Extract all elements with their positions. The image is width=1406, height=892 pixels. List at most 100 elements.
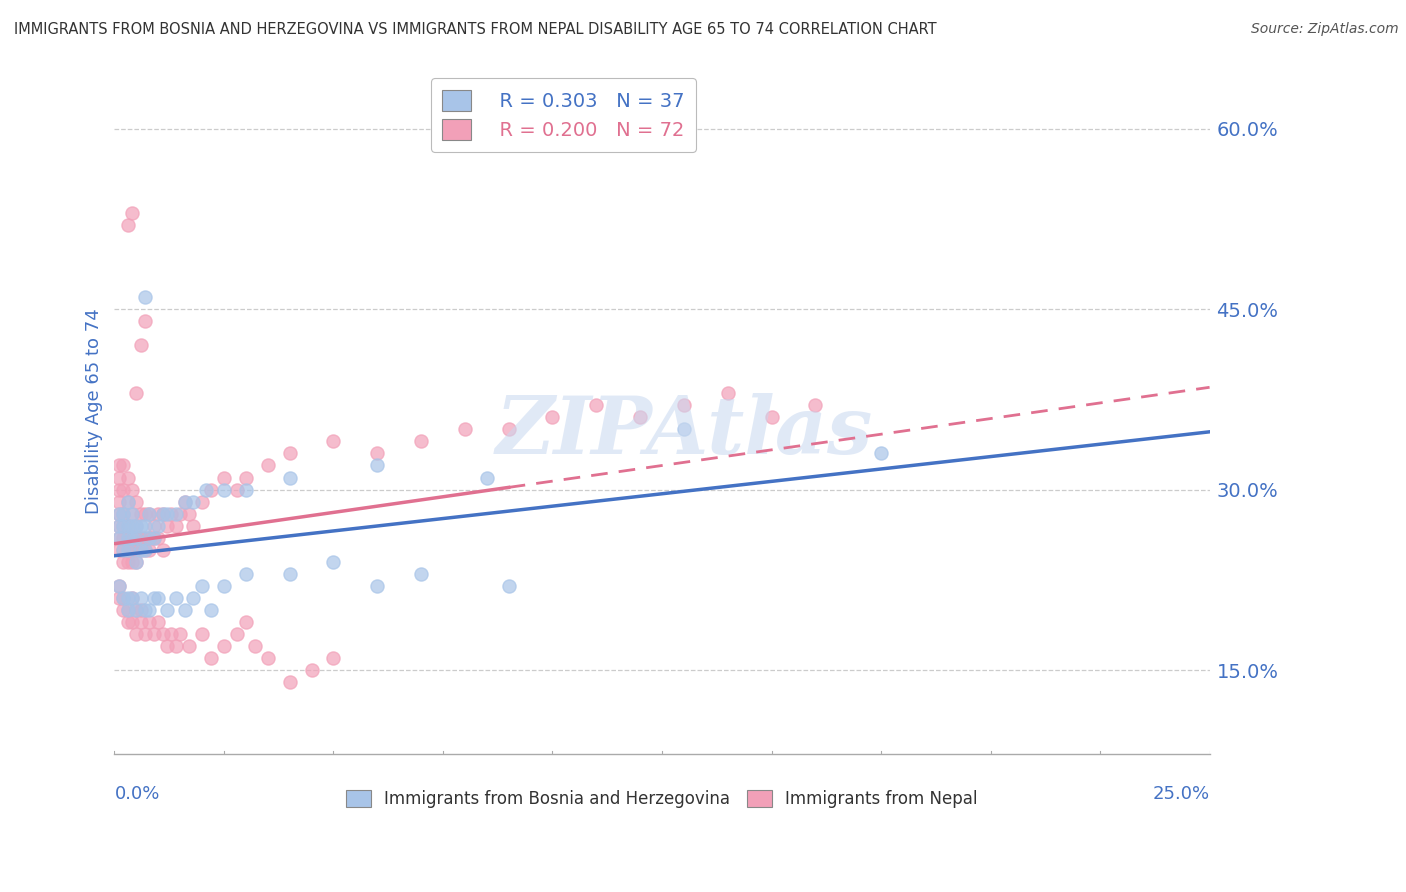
Point [125,531,148,545]
Point [156,507,179,521]
Point [134,507,156,521]
Point [134,627,156,641]
Point [112,458,135,473]
Point [475,470,498,484]
Point [107,542,129,557]
Y-axis label: Disability Age 65 to 74: Disability Age 65 to 74 [86,309,103,515]
Point [107,458,129,473]
Point [212,639,235,653]
Point [117,494,139,508]
Point [870,446,893,460]
Point [125,494,148,508]
Point [366,446,388,460]
Point [138,531,160,545]
Point [672,398,695,412]
Point [112,542,135,557]
Point [322,651,344,665]
Point [585,398,607,412]
Point [112,531,135,545]
Point [129,338,152,352]
Point [278,470,301,484]
Point [212,579,235,593]
Point [138,542,160,557]
Point [117,542,139,557]
Point [169,507,191,521]
Point [125,627,148,641]
Point [112,542,135,557]
Point [107,579,129,593]
Point [134,603,156,617]
Point [366,458,388,473]
Point [191,494,214,508]
Point [165,518,187,533]
Point [125,603,148,617]
Point [165,507,187,521]
Point [129,542,152,557]
Point [142,531,165,545]
Point [125,531,148,545]
Point [541,410,564,425]
Point [243,639,266,653]
Point [173,494,195,508]
Point [117,218,139,232]
Point [138,507,160,521]
Point [125,555,148,569]
Point [129,591,152,605]
Point [134,290,156,304]
Point [125,542,148,557]
Point [134,542,156,557]
Point [138,603,160,617]
Point [117,603,139,617]
Point [409,566,432,581]
Point [121,507,143,521]
Point [134,531,156,545]
Point [117,518,139,533]
Point [212,470,235,484]
Point [165,591,187,605]
Point [138,531,160,545]
Point [138,615,160,629]
Point [107,470,129,484]
Point [107,518,129,533]
Point [152,627,174,641]
Point [498,579,520,593]
Point [169,627,191,641]
Point [129,603,152,617]
Text: ZIPAtlas: ZIPAtlas [495,393,873,471]
Point [125,603,148,617]
Point [107,591,129,605]
Point [129,542,152,557]
Point [117,603,139,617]
Point [112,483,135,497]
Point [191,627,214,641]
Point [121,518,143,533]
Point [761,410,783,425]
Point [107,531,129,545]
Point [235,615,257,629]
Point [195,483,218,497]
Point [301,663,323,677]
Point [156,603,179,617]
Point [117,542,139,557]
Point [112,603,135,617]
Point [256,651,278,665]
Point [125,386,148,401]
Point [121,531,143,545]
Point [181,518,204,533]
Legend: Immigrants from Bosnia and Herzegovina, Immigrants from Nepal: Immigrants from Bosnia and Herzegovina, … [339,783,984,814]
Point [121,591,143,605]
Point [121,615,143,629]
Point [134,542,156,557]
Point [212,483,235,497]
Point [129,531,152,545]
Point [256,458,278,473]
Point [173,494,195,508]
Point [160,627,183,641]
Point [121,483,143,497]
Point [142,591,165,605]
Point [121,206,143,220]
Point [156,518,179,533]
Point [278,675,301,690]
Point [129,507,152,521]
Point [142,627,165,641]
